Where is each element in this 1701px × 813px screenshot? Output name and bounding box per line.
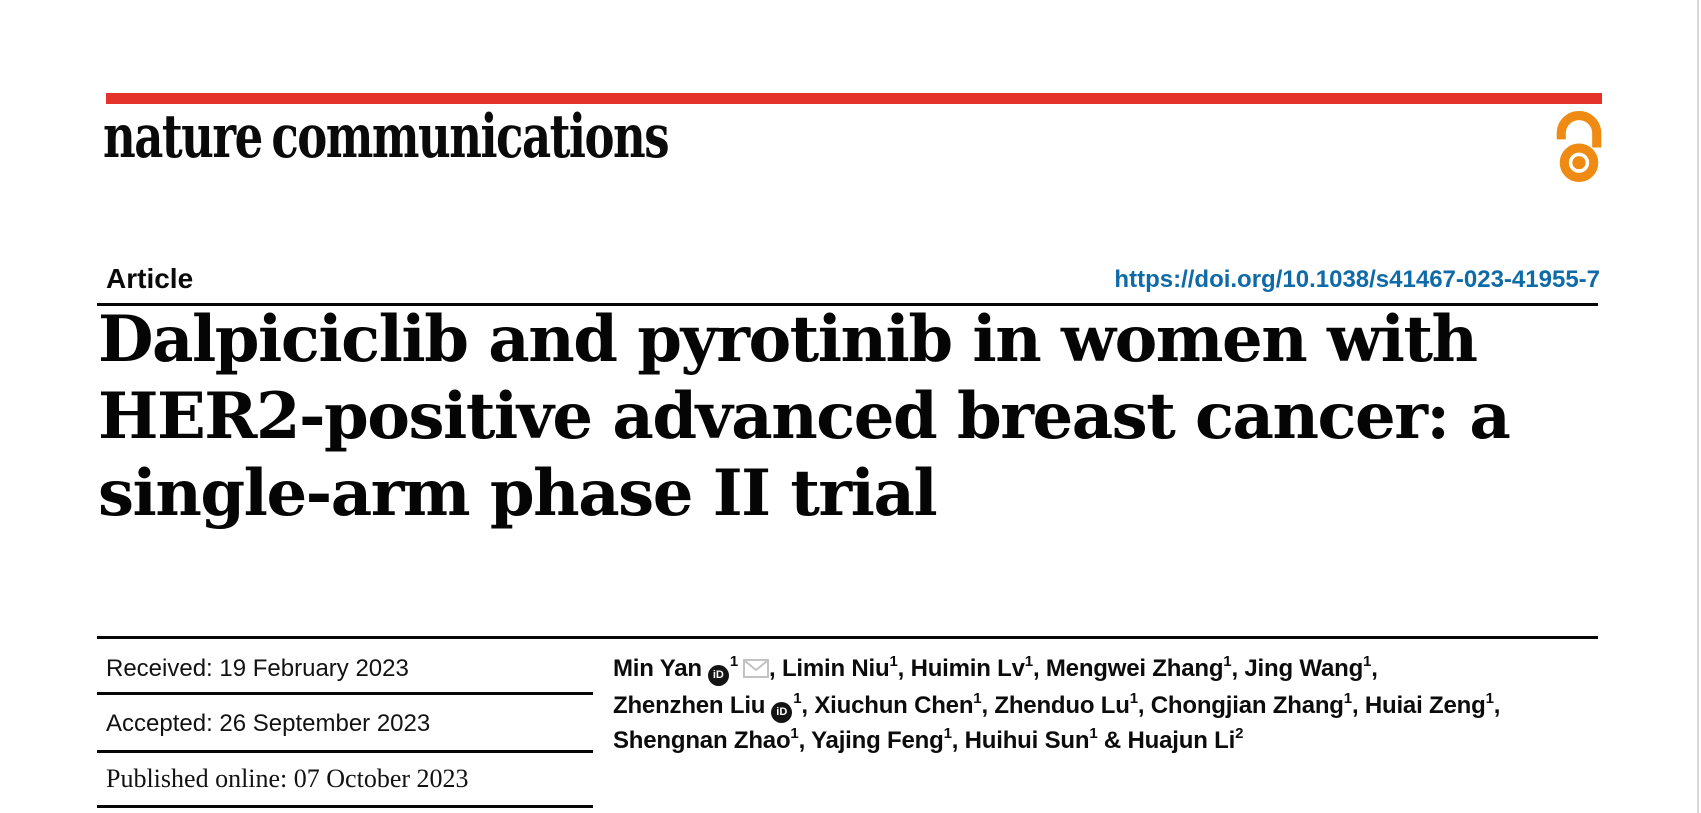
title-line-2: HER2-positive advanced breast cancer: a	[98, 379, 1511, 454]
header-rule	[97, 303, 1598, 306]
title-line-3: single-arm phase II trial	[98, 456, 938, 531]
article-type-label: Article	[106, 263, 194, 294]
article-title: Dalpiciclib and pyrotinib in women with …	[98, 301, 1511, 532]
history-rule-3	[97, 805, 593, 808]
journal-wordmark: nature communications	[103, 102, 670, 172]
title-line-1: Dalpiciclib and pyrotinib in women with	[98, 302, 1478, 377]
history-rule-1	[97, 692, 593, 695]
author-name: Huimin Lv	[910, 655, 1025, 682]
author-name: Zhenduo Lu	[994, 692, 1130, 719]
section-rule	[97, 636, 1598, 639]
author-list: Min Yan iD1, Limin Niu1, Huimin Lv1, Meng…	[613, 653, 1501, 754]
orcid-icon[interactable]: iD	[707, 665, 729, 686]
author-name: Zhenzhen Liu	[613, 692, 766, 719]
author-name: Limin Niu	[781, 655, 890, 682]
author-name: Chongjian Zhang	[1150, 692, 1344, 719]
accepted-date: Accepted: 26 September 2023	[106, 710, 431, 737]
published-date: Published online: 07 October 2023	[106, 764, 469, 793]
author-affiliation-sup: 1	[889, 653, 898, 670]
author-affiliation-sup: 1	[1223, 653, 1232, 670]
author-affiliation-sup: 1	[1024, 653, 1033, 670]
author-name: Huiai Zeng	[1364, 692, 1486, 719]
author-name: Yajing Feng	[811, 727, 944, 754]
author-affiliation-sup: 2	[1235, 725, 1244, 742]
orcid-icon[interactable]: iD	[771, 702, 793, 723]
author-affiliation-sup: 1	[1343, 690, 1352, 707]
masthead-red-bar	[106, 93, 1602, 104]
author-name: Xiuchun Chen	[814, 692, 974, 719]
page-right-edge	[1697, 0, 1699, 813]
author-name: Min Yan	[613, 655, 702, 682]
open-access-icon	[1556, 111, 1602, 184]
received-date: Received: 19 February 2023	[106, 655, 409, 682]
author-name: Shengnan Zhao	[613, 727, 791, 754]
author-affiliation-sup: 1	[1363, 653, 1372, 670]
author-name: Huajun Li	[1127, 727, 1236, 754]
author-affiliation-sup: 1	[793, 690, 802, 707]
author-affiliation-sup: 1	[1089, 725, 1098, 742]
envelope-icon[interactable]	[743, 653, 770, 688]
author-name: Jing Wang	[1244, 655, 1364, 682]
author-affiliation-sup: 1	[1129, 690, 1138, 707]
author-affiliation-sup: 1	[943, 725, 952, 742]
author-affiliation-sup: 1	[973, 690, 982, 707]
author-affiliation-sup: 1	[790, 725, 799, 742]
history-rule-2	[97, 750, 593, 753]
author-name: Mengwei Zhang	[1045, 655, 1224, 682]
author-affiliation-sup: 1	[729, 653, 739, 670]
author-name: Huihui Sun	[964, 727, 1090, 754]
doi-link[interactable]: https://doi.org/10.1038/s41467-023-41955…	[1114, 266, 1600, 293]
author-affiliation-sup: 1	[1485, 690, 1494, 707]
